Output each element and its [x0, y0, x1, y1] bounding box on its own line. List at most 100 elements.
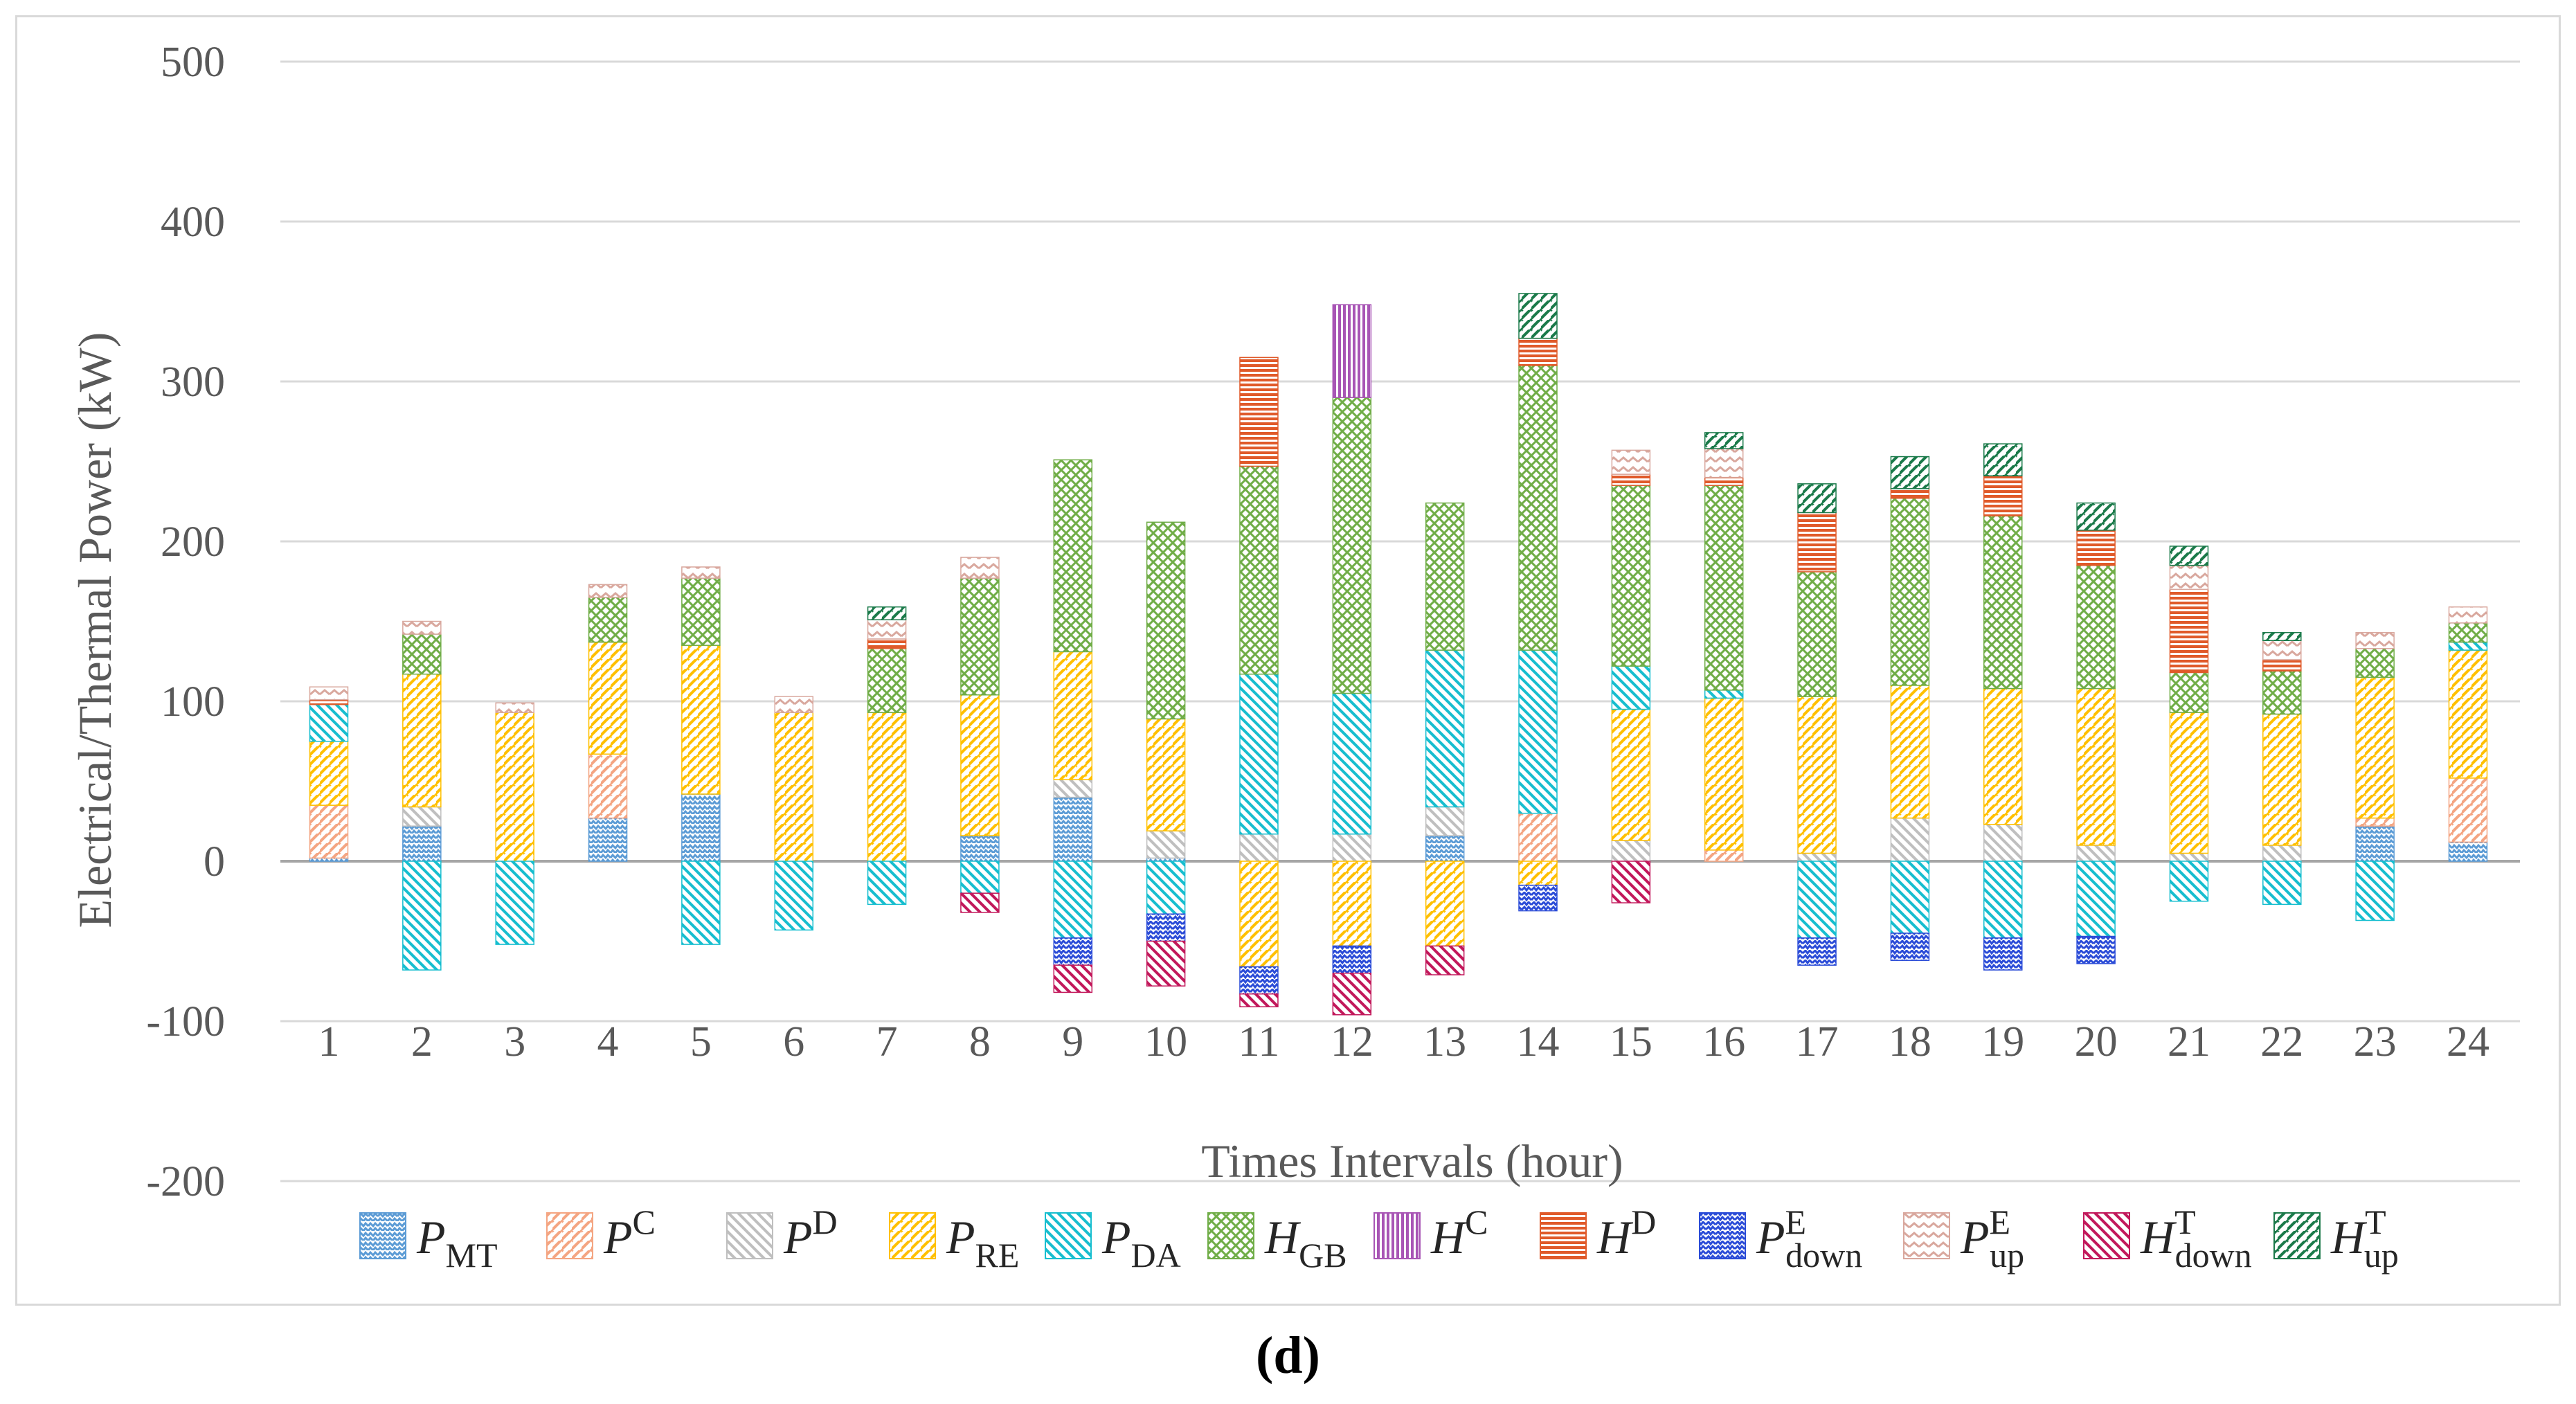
bar-segment-P_RE-h6 [774, 712, 813, 862]
x-axis-ticks: 1 2 3 4 5 6 7 8 9 10 11 12 13 14 15 16 17 18 19 20 21 22 23 24 [318, 1018, 2490, 1065]
bar-segment-P^C-h14 [1518, 812, 1558, 862]
bar-segment-H_GB-h24 [2448, 622, 2488, 643]
bar-segment-P^E_up-h8 [960, 557, 1000, 579]
x-tick-label: 19 [1981, 1018, 2024, 1065]
bar-segment-P^D-h9 [1053, 779, 1093, 798]
bar-segment-P_DA-h9 [1053, 861, 1093, 939]
bar-segment-H_GB-h15 [1611, 485, 1651, 667]
bar-segment-P^E_up-h21 [2169, 564, 2209, 591]
bar-segment-P^E_up-h22 [2262, 640, 2302, 660]
bar-segment-P^C-h16 [1704, 849, 1744, 862]
legend-item-H^D: HD [1540, 1203, 1656, 1263]
legend-label: HD [1596, 1203, 1656, 1263]
bar-segment-P_DA-h18 [1890, 861, 1930, 934]
x-tick-label: 15 [1610, 1018, 1652, 1065]
bar-segment-P^C-h1 [309, 804, 349, 859]
bar-segment-P_DA-h24 [2448, 641, 2488, 651]
bar-segment-P_DA-h3 [495, 861, 534, 945]
bar-segment-P_MT-h8 [960, 835, 1000, 862]
y-tick-label: 400 [161, 199, 225, 246]
bar-segment-H^T_up-h21 [2169, 546, 2209, 566]
bar-segment-H^D-h18 [1890, 488, 1930, 499]
bar-segment-H^D-h14 [1518, 337, 1558, 366]
bar-segment-P_RE-h14 [1518, 861, 1558, 886]
bar-segment-P_DA-h7 [867, 861, 907, 906]
bar-segment-H^D-h16 [1704, 476, 1744, 486]
bar-segment-H^D-h11 [1239, 357, 1279, 467]
x-tick-label: 9 [1062, 1018, 1083, 1065]
bar-segment-H_GB-h5 [681, 577, 721, 646]
legend-label: PD [783, 1203, 838, 1263]
bar-segment-H_GB-h7 [867, 648, 907, 713]
bar-segment-P^C-h24 [2448, 777, 2488, 843]
bar-segment-P_DA-h23 [2355, 861, 2395, 921]
x-tick-label: 18 [1889, 1018, 1931, 1065]
bar-segment-H^T_up-h20 [2076, 502, 2116, 531]
bar-segment-P_DA-h20 [2076, 861, 2116, 937]
bar-segment-P^D-h22 [2262, 845, 2302, 862]
legend-swatch [1540, 1212, 1587, 1259]
bar-segment-P_MT-h4 [588, 817, 628, 862]
y-axis-title: Electrical/Thermal Power (kW) [69, 332, 121, 928]
bar-segment-P^E_up-h1 [309, 686, 349, 701]
legend-item-P_DA: PDA [1045, 1211, 1181, 1275]
legend-swatch [1903, 1212, 1950, 1259]
bar-segment-P^D-h15 [1611, 840, 1651, 862]
bar-segment-P^E_up-h3 [495, 702, 534, 713]
bar-segment-H_GB-h13 [1425, 502, 1465, 651]
y-tick-label: -100 [146, 998, 225, 1045]
bar-segment-H^D-h21 [2169, 588, 2209, 674]
bar-segment-H_GB-h17 [1797, 571, 1837, 697]
bar-segment-H_GB-h9 [1053, 459, 1093, 653]
bar-segment-P_RE-h8 [960, 694, 1000, 836]
legend-item-H^T_down: HT down [2083, 1203, 2252, 1275]
legend-label: HGB [1264, 1211, 1347, 1275]
bar-segment-P^D-h12 [1332, 833, 1372, 862]
bar-segment-P_MT-h5 [681, 793, 721, 862]
bar-segment-P^D-h10 [1146, 830, 1186, 859]
bar-segment-P_MT-h13 [1425, 835, 1465, 862]
x-tick-label: 2 [411, 1018, 433, 1065]
bar-segment-H^T_up-h14 [1518, 293, 1558, 339]
bar-segment-P^E_down-h11 [1239, 966, 1279, 995]
bar-segment-P_DA-h19 [1983, 861, 2023, 939]
x-tick-label: 3 [504, 1018, 525, 1065]
x-tick-label: 23 [2354, 1018, 2397, 1065]
bar-segment-H^T_down-h12 [1332, 972, 1372, 1016]
bar-segment-P^D-h21 [2169, 852, 2209, 862]
bar-segment-H^C-h12 [1332, 304, 1372, 398]
y-tick-label: 0 [204, 838, 225, 885]
x-tick-label: 8 [969, 1018, 991, 1065]
x-tick-label: 7 [876, 1018, 898, 1065]
bar-segment-H^T_down-h11 [1239, 993, 1279, 1007]
bar-segment-H_GB-h19 [1983, 515, 2023, 690]
bar-segment-H^D-h7 [867, 638, 907, 649]
bar-segment-P^E_up-h24 [2448, 606, 2488, 624]
legend-item-P^C: PC [546, 1203, 656, 1263]
bar-segment-H^T_up-h18 [1890, 456, 1930, 489]
bar-segment-H_GB-h8 [960, 577, 1000, 696]
x-tick-label: 13 [1423, 1018, 1466, 1065]
x-tick-label: 4 [597, 1018, 619, 1065]
legend-label: HC [1430, 1203, 1488, 1263]
bar-segment-H_GB-h4 [588, 597, 628, 643]
bar-segment-P^D-h20 [2076, 845, 2116, 862]
bar-segment-P_RE-h2 [402, 673, 442, 808]
bar-segment-P^E_down-h10 [1146, 913, 1186, 942]
bar-segment-P_DA-h15 [1611, 665, 1651, 710]
bar-segment-P_RE-h15 [1611, 708, 1651, 841]
bar-segment-H_GB-h11 [1239, 465, 1279, 675]
legend-label: PRE [946, 1211, 1019, 1275]
legend-swatch [359, 1212, 406, 1259]
bar-segment-P_DA-h6 [774, 861, 813, 931]
legend-swatch [546, 1212, 593, 1259]
bar-segment-P_RE-h24 [2448, 649, 2488, 779]
bar-segment-P_MT-h9 [1053, 796, 1093, 862]
bar-segment-H^D-h20 [2076, 530, 2116, 566]
x-tick-label: 1 [318, 1018, 340, 1065]
bar-segment-H^D-h15 [1611, 474, 1651, 486]
x-tick-label: 17 [1796, 1018, 1839, 1065]
bar-segment-P_RE-h16 [1704, 697, 1744, 851]
bar-segment-H_GB-h20 [2076, 564, 2116, 690]
bar-segment-P_MT-h23 [2355, 825, 2395, 862]
